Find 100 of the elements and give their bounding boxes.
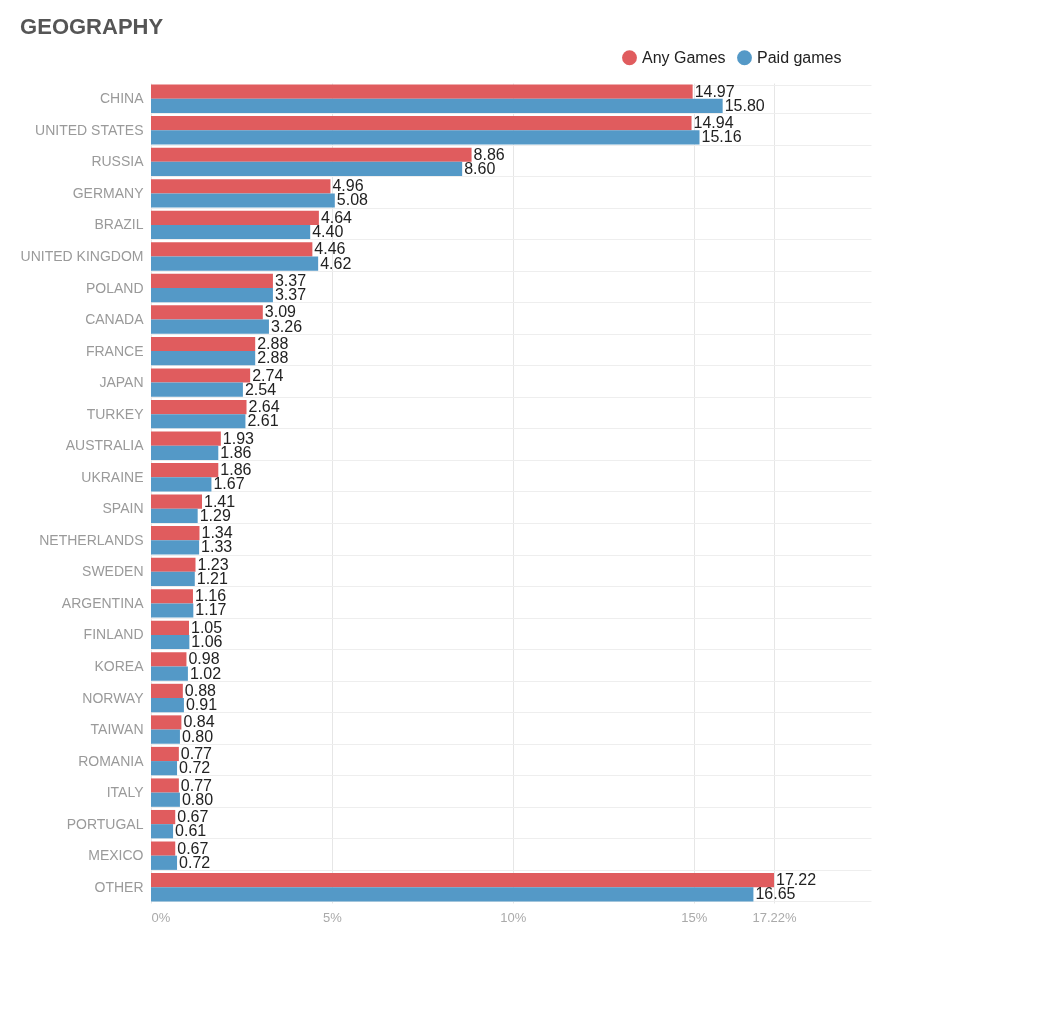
y-tick-label: FINLAND — [83, 626, 144, 643]
bar — [151, 84, 693, 99]
y-tick-label: JAPAN — [99, 374, 144, 391]
bar — [151, 399, 247, 415]
data-label: 3.37 — [274, 286, 307, 304]
y-tick-label: AUSTRALIA — [65, 437, 145, 454]
y-tick-label: CANADA — [85, 311, 145, 328]
bar — [151, 634, 190, 650]
bar — [151, 368, 251, 383]
bar — [151, 288, 273, 303]
y-tick-label: FRANCE — [85, 342, 144, 359]
data-label: 1.06 — [191, 633, 223, 651]
bar — [151, 351, 256, 366]
bar — [151, 729, 180, 744]
bar — [151, 273, 273, 288]
y-tick-label: UKRAINE — [81, 468, 144, 485]
y-tick-label: TAIWAN — [90, 721, 144, 738]
bar — [151, 683, 183, 698]
bar — [151, 98, 723, 113]
y-tick-label: SWEDEN — [82, 563, 144, 580]
y-tick-label: GERMANY — [72, 184, 145, 201]
data-label: 0.72 — [179, 759, 211, 777]
data-label: 0.77 — [180, 744, 213, 762]
y-tick-label: TURKEY — [86, 405, 145, 422]
bar — [151, 873, 775, 888]
data-label: 0.61 — [175, 822, 207, 840]
bar — [151, 571, 195, 587]
y-tick-label: BRAZIL — [94, 216, 144, 233]
y-tick-label: UNITED KINGDOM — [20, 247, 144, 264]
y-tick-label: NORWAY — [82, 689, 145, 706]
bar — [151, 382, 243, 397]
data-label: 15.16 — [701, 128, 742, 146]
data-label: 4.40 — [312, 223, 344, 241]
y-tick-label: OTHER — [94, 878, 144, 895]
bar — [151, 603, 194, 618]
data-label: 16.65 — [755, 885, 796, 903]
bar — [151, 210, 319, 225]
bar — [151, 161, 463, 177]
bar — [151, 809, 176, 825]
y-tick-label: UNITED STATES — [35, 121, 144, 138]
bar — [151, 477, 212, 492]
y-tick-label: ARGENTINA — [61, 594, 145, 611]
y-tick-label: ITALY — [106, 784, 145, 801]
x-tick-label: 10% — [500, 909, 527, 925]
y-tick-label: PORTUGAL — [66, 815, 144, 832]
y-tick-label: CHINA — [99, 90, 145, 107]
bar — [151, 746, 179, 762]
x-tick-label: 5% — [323, 909, 343, 925]
data-label: 2.88 — [257, 349, 289, 367]
bar — [151, 256, 319, 271]
bar — [151, 887, 754, 902]
bar — [151, 494, 203, 509]
x-tick-label: 0% — [151, 909, 171, 925]
bar — [151, 589, 193, 604]
data-label: 0.91 — [185, 696, 218, 714]
y-tick-label: RUSSIA — [91, 153, 145, 170]
bar — [151, 698, 184, 713]
bar — [151, 431, 221, 446]
bar — [151, 179, 331, 194]
bar — [151, 652, 187, 667]
bar — [151, 147, 472, 162]
bar — [151, 193, 335, 208]
bar — [151, 824, 174, 839]
bar — [151, 620, 189, 635]
bar — [151, 761, 178, 776]
data-label: 1.67 — [213, 475, 245, 493]
legend-label: Paid games — [757, 48, 842, 66]
bar — [151, 855, 178, 870]
bar — [151, 463, 219, 478]
chart-title: GEOGRAPHY — [20, 14, 164, 39]
bar — [151, 792, 180, 807]
data-label: 2.61 — [247, 412, 279, 430]
data-label: 2.88 — [257, 334, 289, 352]
bar — [151, 526, 200, 541]
y-tick-label: MEXICO — [88, 847, 144, 864]
bar — [151, 508, 198, 523]
bar — [151, 130, 700, 145]
y-tick-label: NETHERLANDS — [39, 531, 144, 548]
bar — [151, 242, 313, 257]
bar — [151, 336, 256, 352]
data-label: 3.37 — [274, 271, 307, 289]
data-label: 0.88 — [184, 681, 217, 699]
bar — [151, 778, 179, 793]
data-label: 1.17 — [195, 601, 227, 619]
bar — [151, 666, 188, 681]
bar — [151, 540, 200, 555]
data-label: 4.64 — [320, 208, 353, 226]
y-tick-label: POLAND — [85, 279, 144, 296]
bar — [151, 557, 196, 572]
bar — [151, 841, 176, 856]
x-tick-label: 17.22% — [752, 909, 798, 925]
legend-label: Any Games — [642, 48, 726, 66]
bar — [151, 224, 311, 240]
bar — [151, 414, 246, 429]
bar — [151, 445, 219, 460]
bar — [151, 715, 182, 730]
bar — [151, 305, 263, 320]
y-tick-label: ROMANIA — [78, 752, 145, 769]
y-tick-label: SPAIN — [102, 500, 144, 517]
data-label: 1.05 — [190, 618, 223, 636]
